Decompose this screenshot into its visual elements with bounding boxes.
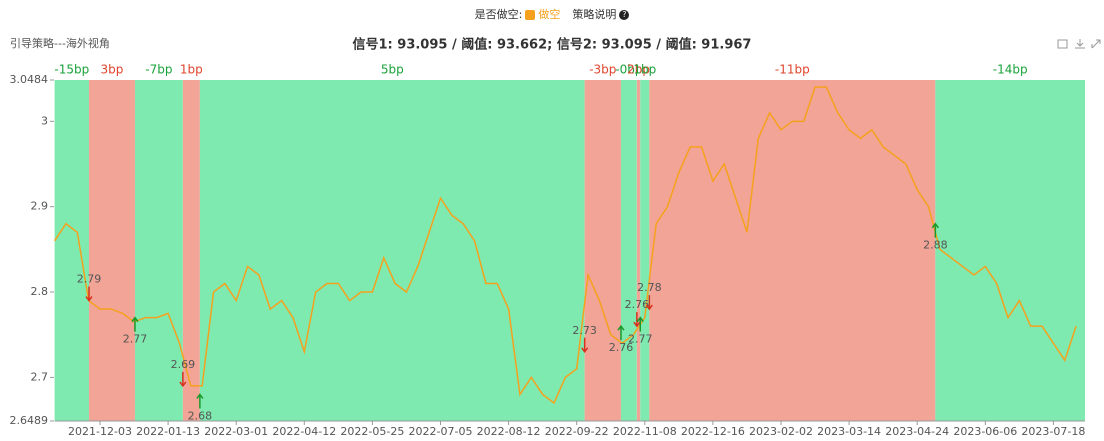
region-label: 2bp [627,63,650,77]
y-tick-label: 2.6489 [10,414,49,427]
signal-label: 2.77 [628,333,653,346]
region [88,80,135,421]
y-tick-label: 2.9 [31,200,49,213]
signal-arrow [633,312,641,328]
x-tick-label: 2023-07-18 [1021,425,1085,438]
header: 是否做空: 做空 策略说明? [0,6,1104,22]
region [649,80,936,421]
x-tick-label: 2022-03-01 [204,425,268,438]
region [640,80,650,421]
signal-arrow [196,393,204,409]
x-tick-label: 2022-05-25 [340,425,404,438]
help-label[interactable]: 策略说明 [572,8,617,21]
zoom-icon[interactable] [1091,39,1101,49]
x-tick-label: 2023-04-24 [885,425,949,438]
y-tick-label: 2.8 [31,285,49,298]
region [584,80,621,421]
x-tick-label: 2022-11-08 [613,425,677,438]
x-tick-label: 2022-09-22 [545,425,609,438]
x-tick-label: 2022-07-05 [409,425,473,438]
download-icon[interactable] [1075,39,1085,49]
view-icon[interactable] [1057,39,1068,49]
help-icon[interactable]: ? [619,10,630,20]
x-tick-label: 2023-06-06 [953,425,1017,438]
signal-label: 2.88 [923,239,948,252]
signal-arrow [931,222,939,238]
checkbox[interactable] [525,10,536,20]
x-tick-label: 2022-08-12 [477,425,541,438]
signal-label: 2.68 [188,409,213,422]
region [54,80,89,421]
chart-title: 信号1: 93.095 / 阈值: 93.662; 信号2: 93.095 / … [353,37,752,53]
signal-arrow [581,337,589,354]
y-tick-label: 3.0484 [10,73,49,86]
signal-arrow [131,316,139,332]
x-tick-label: 2022-12-16 [681,425,745,438]
signal-label: 2.77 [123,333,148,346]
region-label: 3bp [101,63,124,77]
signal-label: 2.69 [171,358,196,371]
region [636,80,641,421]
region-label: -15bp [54,63,89,77]
x-tick-label: 2022-04-12 [272,425,336,438]
region-label: 1bp [633,63,656,77]
x-tick-label: 2022-01-13 [136,425,200,438]
region [935,80,1085,421]
region [182,80,200,421]
x-tick-label: 2021-12-03 [68,425,132,438]
signal-label: 2.78 [637,281,662,294]
region-label: -3bp [589,63,616,77]
y-tick-label: 2.7 [31,370,49,383]
region [620,80,637,421]
region-label: -11bp [775,63,810,77]
region [134,80,183,421]
region-label: -7bp [145,63,172,77]
signal-arrow [645,295,653,311]
y-tick-label: 3 [41,114,48,127]
signal-arrow [179,371,187,388]
toolbar [1057,39,1101,49]
x-tick-label: 2023-03-14 [817,425,881,438]
x-tick-label: 2023-02-02 [749,425,813,438]
chart-subtitle: 引导策略---海外视角 [10,36,110,50]
signal-arrow [617,324,625,341]
signal-arrow [85,286,93,302]
signal-label: 2.73 [572,324,597,337]
signal-label: 2.76 [625,298,650,311]
toggle-option[interactable]: 做空 [538,8,561,21]
region-label: -14bp [993,63,1028,77]
region-label: -0bp [615,63,642,77]
region-label: 5bp [381,63,404,77]
signal-label: 2.76 [609,341,634,354]
toggle-label: 是否做空: [474,8,523,21]
signal-label: 2.79 [77,273,102,286]
region [199,80,585,421]
region-label: 1bp [180,63,203,77]
signal-arrow [636,316,644,332]
line [53,86,1077,405]
